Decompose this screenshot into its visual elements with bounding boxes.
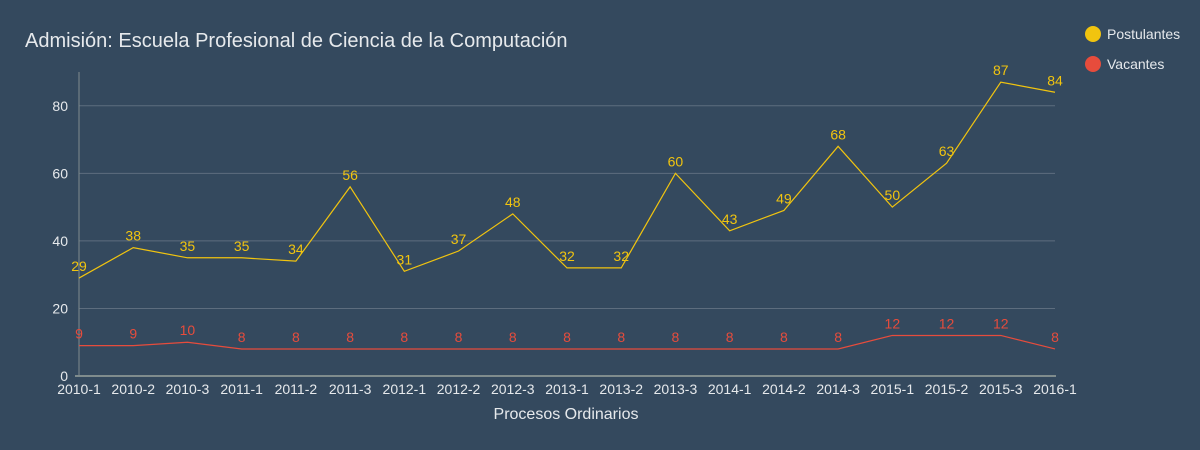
x-tick-label: 2014-3 — [816, 381, 860, 397]
legend-marker — [1085, 56, 1101, 72]
x-tick-label: 2015-1 — [871, 381, 915, 397]
data-label-postulantes: 32 — [559, 248, 575, 264]
x-tick-label: 2014-2 — [762, 381, 806, 397]
legend-label: Postulantes — [1107, 26, 1180, 42]
data-label-vacantes: 8 — [780, 329, 788, 345]
data-label-postulantes: 50 — [885, 187, 901, 203]
x-axis-title: Procesos Ordinarios — [494, 406, 639, 423]
legend-label: Vacantes — [1107, 56, 1164, 72]
legend-item-postulantes[interactable]: Postulantes — [1085, 26, 1180, 42]
chart-title: Admisión: Escuela Profesional de Ciencia… — [25, 30, 568, 52]
data-label-postulantes: 32 — [613, 248, 629, 264]
series-line-postulantes — [78, 81, 1056, 279]
data-label-vacantes: 8 — [563, 329, 571, 345]
x-tick-label: 2010-2 — [111, 381, 155, 397]
data-label-vacantes: 10 — [180, 322, 196, 338]
x-tick-label: 2015-2 — [925, 381, 969, 397]
legend-marker — [1085, 26, 1101, 42]
data-label-postulantes: 35 — [234, 238, 250, 254]
data-label-vacantes: 8 — [238, 329, 246, 345]
data-label-vacantes: 8 — [400, 329, 408, 345]
series-line-vacantes — [79, 334, 1056, 350]
x-tick-label: 2012-3 — [491, 381, 535, 397]
data-label-postulantes: 38 — [125, 228, 141, 244]
data-label-postulantes: 29 — [71, 258, 87, 274]
data-label-vacantes: 8 — [672, 329, 680, 345]
data-label-postulantes: 34 — [288, 241, 304, 257]
x-tick-label: 2011-2 — [275, 381, 318, 397]
y-tick-label: 40 — [52, 233, 68, 249]
data-label-vacantes: 12 — [885, 315, 901, 331]
data-label-vacantes: 9 — [75, 326, 83, 342]
grid-lines — [79, 105, 1055, 309]
y-tick-label: 20 — [52, 300, 68, 316]
x-tick-label: 2013-3 — [654, 381, 698, 397]
data-label-postulantes: 37 — [451, 231, 467, 247]
data-labels: 29 38 35 35 34 56 31 37 48 32 32 60 43 49 68 50 63 87 84 9 9… — [71, 62, 1063, 345]
series-lines — [78, 81, 1056, 350]
data-label-postulantes: 31 — [397, 251, 413, 267]
x-tick-label: 2013-1 — [545, 381, 589, 397]
data-label-postulantes: 84 — [1047, 72, 1063, 88]
legend: Postulantes Vacantes — [1085, 26, 1180, 72]
y-tick-label: 0 — [60, 368, 68, 384]
data-label-postulantes: 60 — [668, 153, 684, 169]
data-label-postulantes: 48 — [505, 194, 521, 210]
data-label-postulantes: 35 — [180, 238, 196, 254]
data-label-vacantes: 8 — [726, 329, 734, 345]
data-label-vacantes: 8 — [346, 329, 354, 345]
data-label-postulantes: 68 — [830, 126, 846, 142]
data-label-vacantes: 12 — [993, 315, 1009, 331]
x-tick-label: 2010-3 — [166, 381, 210, 397]
data-label-postulantes: 49 — [776, 190, 792, 206]
x-tick-label: 2011-1 — [220, 381, 263, 397]
data-label-postulantes: 56 — [342, 167, 358, 183]
x-tick-label: 2013-2 — [599, 381, 643, 397]
data-label-vacantes: 8 — [455, 329, 463, 345]
data-label-vacantes: 9 — [129, 326, 137, 342]
axes: 0 20 40 60 80 2010-1 2010-2 2010-3 2011-1 2011-2 2… — [52, 72, 1077, 397]
x-tick-label: 2011-3 — [329, 381, 372, 397]
x-tick-label: 2016-1 — [1033, 381, 1077, 397]
data-label-postulantes: 63 — [939, 143, 955, 159]
x-tick-label: 2015-3 — [979, 381, 1023, 397]
x-tick-label: 2012-2 — [437, 381, 481, 397]
data-label-postulantes: 43 — [722, 211, 738, 227]
y-tick-label: 80 — [52, 98, 68, 114]
data-label-vacantes: 8 — [1051, 329, 1059, 345]
x-tick-label: 2010-1 — [57, 381, 101, 397]
data-label-vacantes: 8 — [617, 329, 625, 345]
x-tick-label: 2014-1 — [708, 381, 752, 397]
data-label-vacantes: 8 — [292, 329, 300, 345]
y-tick-label: 60 — [52, 165, 68, 181]
legend-item-vacantes[interactable]: Vacantes — [1085, 56, 1164, 72]
x-tick-label: 2012-1 — [383, 381, 427, 397]
data-label-postulantes: 87 — [993, 62, 1009, 78]
data-label-vacantes: 8 — [834, 329, 842, 345]
data-label-vacantes: 12 — [939, 315, 955, 331]
data-label-vacantes: 8 — [509, 329, 517, 345]
